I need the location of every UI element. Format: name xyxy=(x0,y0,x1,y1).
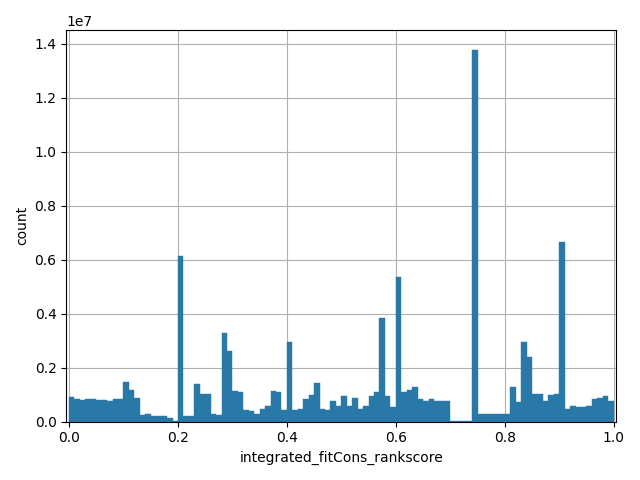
Bar xyxy=(292,410,298,421)
Bar xyxy=(477,414,483,421)
Bar xyxy=(260,408,265,421)
Bar xyxy=(505,414,510,421)
Bar xyxy=(140,415,145,421)
Bar xyxy=(96,400,102,421)
Bar xyxy=(597,398,603,421)
Bar xyxy=(570,406,575,421)
Bar xyxy=(608,400,614,421)
Bar xyxy=(113,399,118,421)
Bar xyxy=(308,395,314,421)
Bar xyxy=(238,393,243,421)
Bar xyxy=(543,400,548,421)
Bar xyxy=(298,408,303,421)
Bar xyxy=(330,400,336,421)
Bar xyxy=(150,417,156,421)
Bar xyxy=(363,406,369,421)
Bar xyxy=(494,414,499,421)
Bar xyxy=(554,394,559,421)
Bar xyxy=(211,414,216,421)
Bar xyxy=(156,417,162,421)
Bar xyxy=(538,394,543,421)
X-axis label: integrated_fitCons_rankscore: integrated_fitCons_rankscore xyxy=(239,451,444,465)
Bar xyxy=(276,393,282,421)
Bar xyxy=(358,408,363,421)
Bar xyxy=(445,400,451,421)
Bar xyxy=(205,394,211,421)
Bar xyxy=(575,407,581,421)
Bar xyxy=(380,318,385,421)
Bar xyxy=(516,402,521,421)
Bar xyxy=(352,398,358,421)
Bar xyxy=(592,399,597,421)
Bar xyxy=(243,410,249,421)
Bar xyxy=(532,394,538,421)
Bar xyxy=(314,383,319,421)
Bar xyxy=(385,396,390,421)
Bar xyxy=(221,333,227,421)
Bar xyxy=(401,393,407,421)
Bar xyxy=(407,390,412,421)
Bar xyxy=(134,398,140,421)
Bar xyxy=(548,395,554,421)
Bar xyxy=(396,277,401,421)
Bar xyxy=(586,406,592,421)
Bar xyxy=(488,414,494,421)
Bar xyxy=(200,394,205,421)
Y-axis label: count: count xyxy=(15,206,29,245)
Bar xyxy=(374,393,380,421)
Bar xyxy=(145,414,150,421)
Bar xyxy=(227,351,232,421)
Bar xyxy=(440,400,445,421)
Bar xyxy=(118,399,124,421)
Bar xyxy=(434,400,440,421)
Bar xyxy=(319,408,325,421)
Bar xyxy=(129,390,134,421)
Bar xyxy=(107,400,113,421)
Bar xyxy=(91,399,96,421)
Bar xyxy=(162,417,167,421)
Bar xyxy=(254,414,260,421)
Bar xyxy=(216,415,221,421)
Bar xyxy=(85,399,91,421)
Bar xyxy=(102,400,107,421)
Bar xyxy=(564,408,570,421)
Bar xyxy=(124,382,129,421)
Bar xyxy=(287,342,292,421)
Bar xyxy=(195,384,200,421)
Bar xyxy=(412,387,418,421)
Bar xyxy=(303,399,308,421)
Bar xyxy=(325,410,330,421)
Bar xyxy=(336,406,341,421)
Bar xyxy=(347,406,352,421)
Bar xyxy=(559,242,564,421)
Bar xyxy=(184,417,189,421)
Bar xyxy=(249,411,254,421)
Bar xyxy=(265,406,271,421)
Bar xyxy=(189,417,195,421)
Bar xyxy=(232,391,238,421)
Bar xyxy=(472,50,477,421)
Bar xyxy=(69,397,74,421)
Bar xyxy=(390,407,396,421)
Bar xyxy=(341,396,347,421)
Bar xyxy=(603,396,608,421)
Bar xyxy=(418,399,423,421)
Bar xyxy=(167,418,173,421)
Bar xyxy=(527,357,532,421)
Bar xyxy=(429,399,434,421)
Bar xyxy=(74,398,80,421)
Bar xyxy=(499,414,505,421)
Bar xyxy=(282,410,287,421)
Bar xyxy=(521,342,527,421)
Bar xyxy=(80,400,85,421)
Bar xyxy=(369,396,374,421)
Bar xyxy=(271,391,276,421)
Bar xyxy=(178,255,184,421)
Bar xyxy=(581,407,586,421)
Bar xyxy=(510,387,516,421)
Bar xyxy=(483,414,488,421)
Bar xyxy=(423,400,429,421)
